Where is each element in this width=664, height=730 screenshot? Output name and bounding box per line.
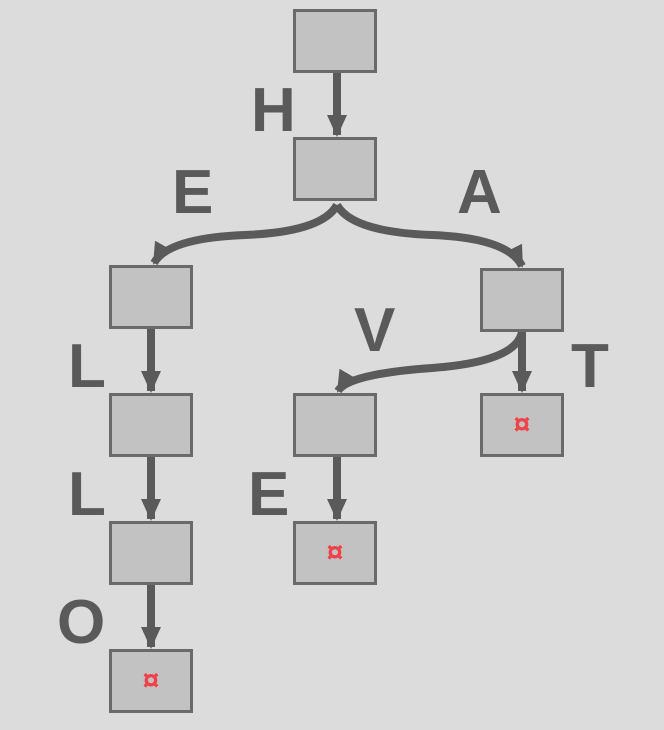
- edge-label-a: A: [457, 158, 502, 227]
- trie-node-hell: [109, 521, 193, 585]
- edge-label-h: H: [251, 76, 296, 145]
- edge-arrow-he: [150, 202, 341, 266]
- edge-label-t: T: [571, 332, 609, 401]
- trie-node-hav: [293, 393, 377, 457]
- edge-label-e: E: [172, 158, 214, 227]
- terminal-marker-icon: ¤: [513, 408, 531, 441]
- terminal-marker-icon: ¤: [326, 536, 344, 569]
- terminal-marker-icon: ¤: [142, 664, 160, 697]
- trie-node-h: [293, 137, 377, 201]
- trie-node-ha: [480, 268, 564, 332]
- edge-label-l: L: [68, 332, 106, 401]
- edge-label-l: L: [68, 460, 106, 529]
- edge-label-v: V: [354, 296, 396, 365]
- trie-node-hat: ¤: [480, 393, 564, 457]
- trie-node-hel: [109, 393, 193, 457]
- trie-node-hello: ¤: [109, 649, 193, 713]
- trie-node-have: ¤: [293, 521, 377, 585]
- edge-label-o: O: [57, 588, 106, 657]
- edge-arrow-ha: [333, 202, 526, 269]
- edge-arrow-hav: [334, 330, 526, 394]
- edge-label-e: E: [248, 460, 290, 529]
- trie-node-he: [109, 265, 193, 329]
- trie-node-root: [293, 9, 377, 73]
